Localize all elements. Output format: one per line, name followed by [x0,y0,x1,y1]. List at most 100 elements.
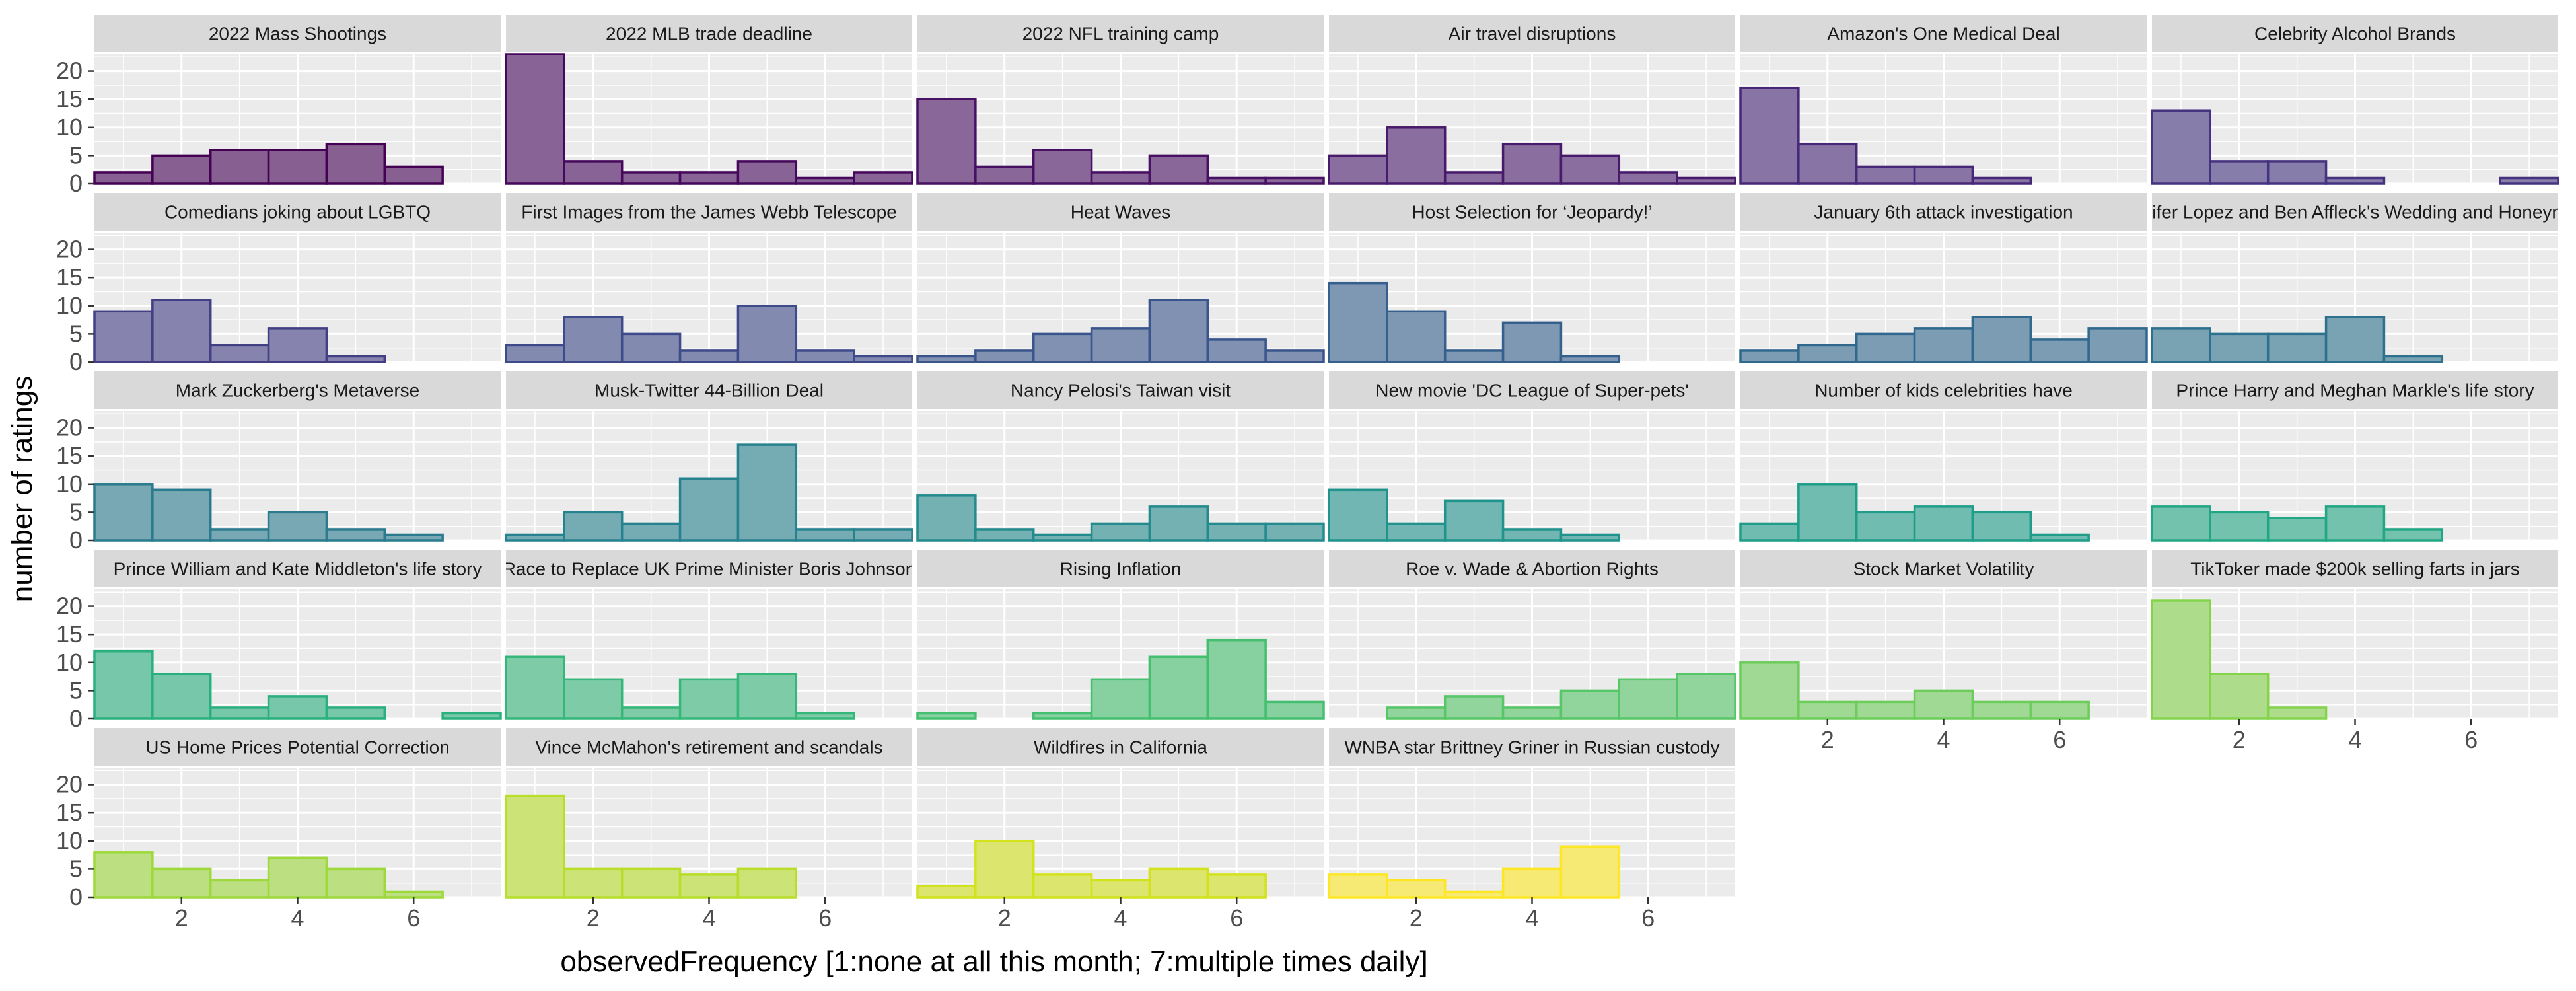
histogram-bar [325,867,386,899]
histogram-bar [1559,533,1621,542]
facet-panel: Prince William and Kate Middleton's life… [56,550,502,732]
y-tick-label: 10 [56,827,83,854]
histogram-bar [2087,327,2148,363]
histogram-bar [151,299,212,363]
histogram-bar [795,712,855,720]
histogram-bar [853,355,913,363]
y-tick-label: 20 [56,771,83,798]
histogram-bar [325,706,386,720]
histogram-bar [2324,176,2386,185]
facet-panel: Vince McMahon's retirement and scandals 2… [505,728,912,932]
facet-strip [1329,15,1735,52]
histogram-bar [736,867,798,899]
facet-title: Rising Inflation [1060,559,1182,579]
histogram-bar [209,149,270,185]
histogram-bar [209,344,270,363]
facet-panel: Heat Waves [916,193,1325,363]
histogram-bar [1328,281,1388,363]
x-axis-title: observedFrequency [1:none at all this mo… [560,945,1427,978]
histogram-bar [1328,154,1388,185]
histogram-bar [383,165,444,185]
facet-panel: Celebrity Alcohol Brands [2151,15,2559,185]
histogram-bar [93,171,154,185]
y-tick-label: 0 [69,705,83,732]
histogram-bar [916,355,977,363]
histogram-bar [620,867,682,899]
facet-panel: New movie 'DC League of Super-pets' [1328,371,1735,542]
histogram-bar [383,890,444,899]
histogram-bar [325,355,386,363]
facet-title: WNBA star Brittney Griner in Russian cus… [1345,737,1720,758]
histogram-bar [1443,499,1505,542]
facet-strip [1740,193,2147,231]
histogram-bar [678,678,740,720]
histogram-bar [1855,332,1916,363]
histogram-bar [93,310,154,363]
histogram-bar [505,533,565,542]
facet-title: Prince Harry and Meghan Markle's life st… [2176,381,2534,401]
histogram-bar [563,160,624,185]
histogram-bar [1797,483,1858,542]
histogram-bar [93,851,154,899]
histogram-bar [209,528,270,542]
histogram-bar [505,655,565,720]
x-tick-label: 6 [1641,904,1655,932]
x-tick-label: 6 [818,904,832,932]
histogram-bar [1559,355,1621,363]
histogram-bar [853,171,913,185]
facet-strip [506,15,912,52]
histogram-bar [1501,321,1563,363]
histogram-bar [563,316,624,363]
histogram-bar [563,867,624,899]
x-tick-label: 4 [1937,726,1950,753]
histogram-bar [1797,143,1858,185]
histogram-bar [267,511,328,542]
histogram-bar [1739,349,1800,363]
histogram-bar [1559,689,1621,720]
histogram-bar [2266,517,2328,542]
histogram-bar [1264,176,1325,185]
histogram-bar [736,673,798,720]
facet-strip [506,371,912,409]
histogram-bar [2266,706,2328,720]
histogram-bar [441,712,502,720]
facet-strip [1329,193,1735,231]
y-tick-label: 15 [56,85,83,112]
histogram-bar [1971,700,2032,720]
histogram-bar [1913,505,1974,542]
facet-strip [94,15,501,52]
facet-strip [94,371,501,409]
histogram-bar [151,673,212,720]
y-tick-label: 0 [69,348,83,375]
histogram-bar [2499,176,2559,185]
facet-panel: Air travel disruptions [1328,15,1736,185]
histogram-bar [1971,176,2032,185]
histogram-bar [795,349,855,363]
x-tick-label: 2 [2233,726,2246,753]
histogram-bar [1090,522,1151,542]
histogram-bar [974,349,1035,363]
facet-strip [2152,550,2558,587]
histogram-bar [1971,316,2032,363]
facet-strip [1329,728,1735,766]
facet-title: New movie 'DC League of Super-pets' [1375,381,1688,401]
histogram-bar [383,533,444,542]
histogram-bar [974,528,1035,542]
histogram-bar [916,712,977,720]
facet-panel: Stock Market Volatility 2 4 6 [1739,550,2147,753]
histogram-bar [2382,355,2444,363]
histogram-bar [1206,638,1267,720]
histogram-bar [2029,338,2090,363]
histogram-bar [2266,160,2328,185]
histogram-bar [1559,154,1621,185]
facet-title: Heat Waves [1071,202,1170,223]
x-tick-label: 2 [587,904,600,932]
histogram-bar [2209,673,2270,720]
facet-title: Prince William and Kate Middleton's life… [114,559,482,579]
histogram-bar [1328,488,1388,542]
y-tick-label: 10 [56,114,83,141]
facet-strip [506,550,912,587]
